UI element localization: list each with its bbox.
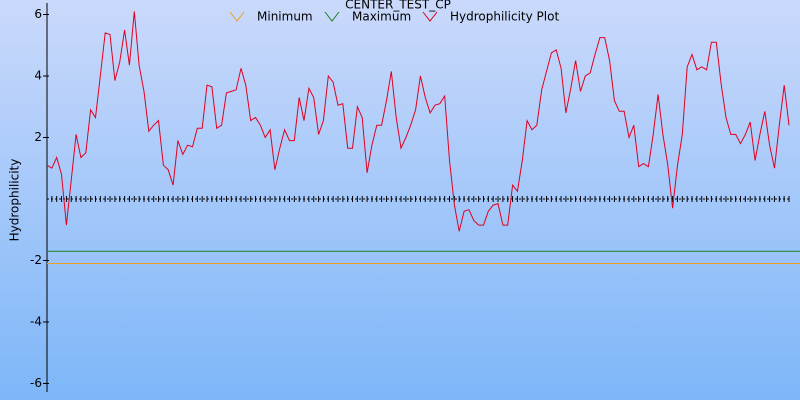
- y-tick-label: -4: [30, 314, 42, 328]
- legend-label: Maximum: [352, 10, 411, 24]
- y-axis-label: Hydrophilicity: [8, 159, 22, 242]
- y-tick-label: 4: [34, 68, 42, 82]
- legend-label: Minimum: [257, 10, 313, 24]
- legend-label: Hydrophilicity Plot: [450, 10, 559, 24]
- y-tick-label: 2: [34, 130, 42, 144]
- y-tick-label: -2: [30, 253, 42, 267]
- y-tick-label: -6: [30, 376, 42, 390]
- legend-icon: [229, 11, 245, 22]
- legend-icon: [422, 11, 438, 22]
- data-line: [46, 11, 790, 232]
- y-tick-label: 6: [34, 7, 42, 21]
- chart-title: CENTER_TEST_CP: [345, 0, 451, 12]
- legend-icon: [324, 11, 340, 22]
